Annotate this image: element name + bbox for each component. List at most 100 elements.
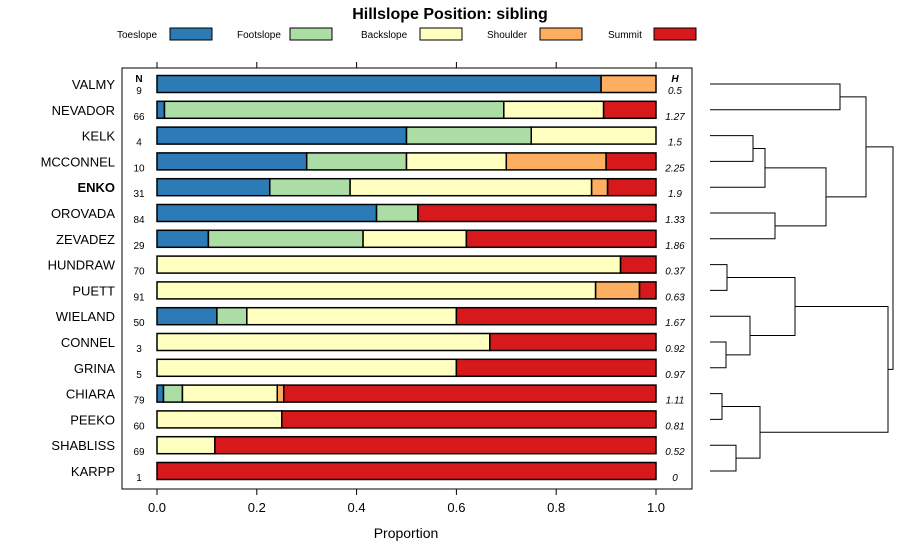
bar-segment-summit bbox=[455, 358, 657, 378]
bar-segment-footslope bbox=[163, 100, 505, 120]
row-h-value: 1.5 bbox=[668, 138, 682, 149]
bar-segment-backslope bbox=[246, 306, 458, 326]
row-label: GRINA bbox=[74, 361, 116, 376]
row-n-value: 91 bbox=[133, 292, 145, 303]
row-h-value: 0.52 bbox=[665, 447, 685, 458]
row-h-value: 0.5 bbox=[668, 86, 682, 97]
dendro-link bbox=[710, 212, 776, 240]
bar-segment-backslope bbox=[156, 358, 458, 378]
row-label: KELK bbox=[82, 129, 116, 144]
x-tick-label: 0.2 bbox=[248, 500, 266, 515]
bar-segment-backslope bbox=[156, 435, 216, 455]
bar-segment-footslope bbox=[216, 306, 248, 326]
row-n-value: 5 bbox=[136, 370, 142, 381]
x-tick-label: 1.0 bbox=[647, 500, 665, 515]
bar-segment-shoulder bbox=[276, 384, 285, 403]
bar-segment-backslope bbox=[530, 126, 657, 145]
legend-swatch-summit bbox=[653, 27, 697, 41]
row-grina: GRINA 5 0.97 bbox=[74, 358, 685, 381]
row-label: VALMY bbox=[72, 77, 115, 92]
x-tick-label: 0.6 bbox=[447, 500, 465, 515]
legend-label-summit: Summit bbox=[608, 30, 642, 41]
legend-swatch-shoulder bbox=[539, 27, 583, 41]
bar-segment-toeslope bbox=[156, 74, 602, 94]
bar-segment-shoulder bbox=[600, 74, 657, 94]
row-orovada: OROVADA 84 1.33 bbox=[51, 203, 685, 226]
row-n-value: 66 bbox=[133, 112, 145, 123]
bar-segment-summit bbox=[602, 100, 657, 120]
row-label: ZEVADEZ bbox=[56, 232, 115, 247]
bar-segment-summit bbox=[489, 332, 657, 352]
bar-segment-summit bbox=[605, 152, 657, 171]
row-n-value: 84 bbox=[133, 215, 145, 226]
row-h-value: 0.97 bbox=[665, 370, 685, 381]
x-axis-label: Proportion bbox=[374, 525, 439, 541]
bar-segment-toeslope bbox=[156, 126, 408, 145]
bar-segment-summit bbox=[619, 255, 657, 274]
dendro-link bbox=[727, 277, 796, 337]
bar-segment-toeslope bbox=[156, 177, 271, 197]
row-h-value: 0.63 bbox=[665, 292, 685, 303]
bar-segment-footslope bbox=[162, 384, 184, 403]
dendro-link bbox=[765, 167, 827, 227]
bar-segment-footslope bbox=[207, 229, 364, 249]
row-label: CHIARA bbox=[66, 387, 115, 402]
bar-segment-backslope bbox=[156, 281, 597, 300]
bar-segment-toeslope bbox=[156, 100, 166, 120]
row-label: SHABLISS bbox=[51, 438, 115, 453]
bar-segment-shoulder bbox=[594, 281, 641, 300]
bar-segment-toeslope bbox=[156, 152, 308, 171]
row-n-value: 9 bbox=[136, 86, 142, 97]
row-valmy: VALMY 9 0.5 bbox=[72, 74, 682, 97]
row-label: KARPP bbox=[71, 464, 115, 479]
row-label: MCCONNEL bbox=[41, 154, 115, 169]
dendro-root bbox=[866, 146, 894, 370]
legend-swatch-backslope bbox=[419, 27, 463, 41]
bar-segment-backslope bbox=[156, 410, 283, 429]
row-label: NEVADOR bbox=[52, 103, 115, 118]
bar-segment-summit bbox=[281, 410, 657, 429]
bar-segment-toeslope bbox=[156, 384, 165, 403]
row-label: CONNEL bbox=[61, 335, 115, 350]
row-h-value: 1.9 bbox=[668, 189, 682, 200]
row-h-value: 1.33 bbox=[665, 215, 685, 226]
bar-segment-summit bbox=[156, 461, 657, 481]
row-label: ENKO bbox=[77, 180, 115, 195]
bar-segment-backslope bbox=[349, 177, 593, 197]
bar-segment-summit bbox=[606, 177, 657, 197]
row-kelk: KELK 4 1.5 bbox=[82, 126, 682, 149]
bar-segment-shoulder bbox=[590, 177, 609, 197]
bar-segment-toeslope bbox=[156, 306, 218, 326]
dendro-link bbox=[710, 315, 751, 356]
row-n-value: 4 bbox=[136, 138, 142, 149]
row-n-value: 50 bbox=[133, 318, 145, 329]
row-n-value: 3 bbox=[136, 344, 142, 355]
bar-segment-backslope bbox=[156, 255, 622, 274]
row-h-value: 0.81 bbox=[665, 421, 684, 432]
row-karpp: KARPP 1 0 bbox=[71, 461, 678, 484]
x-tick-label: 0.8 bbox=[547, 500, 565, 515]
bar-segment-summit bbox=[455, 306, 657, 326]
row-n-value: 10 bbox=[133, 163, 145, 174]
row-h-value: 1.11 bbox=[666, 396, 685, 407]
dendro-link bbox=[760, 306, 889, 433]
legend: Toeslope Footslope Backslope Shoulder Summit bbox=[117, 27, 697, 41]
x-tick-label: 0.4 bbox=[348, 500, 366, 515]
legend-label-toeslope: Toeslope bbox=[117, 30, 157, 41]
bar-segment-summit bbox=[638, 281, 657, 300]
bar-segment-backslope bbox=[405, 152, 508, 171]
plot-frame bbox=[121, 67, 693, 490]
row-n-value: 1 bbox=[136, 473, 142, 484]
dendro-link bbox=[710, 444, 737, 472]
row-n-value: 79 bbox=[133, 396, 145, 407]
dendrogram bbox=[710, 83, 894, 472]
bar-segment-footslope bbox=[405, 126, 532, 145]
row-label: PEEKO bbox=[70, 412, 115, 427]
row-h-value: 1.27 bbox=[665, 112, 685, 123]
row-wieland: WIELAND 50 1.67 bbox=[56, 306, 685, 329]
dendro-link bbox=[710, 83, 841, 111]
bar-segment-summit bbox=[417, 203, 657, 223]
bar-segment-toeslope bbox=[156, 203, 378, 223]
legend-swatch-footslope bbox=[289, 27, 333, 41]
